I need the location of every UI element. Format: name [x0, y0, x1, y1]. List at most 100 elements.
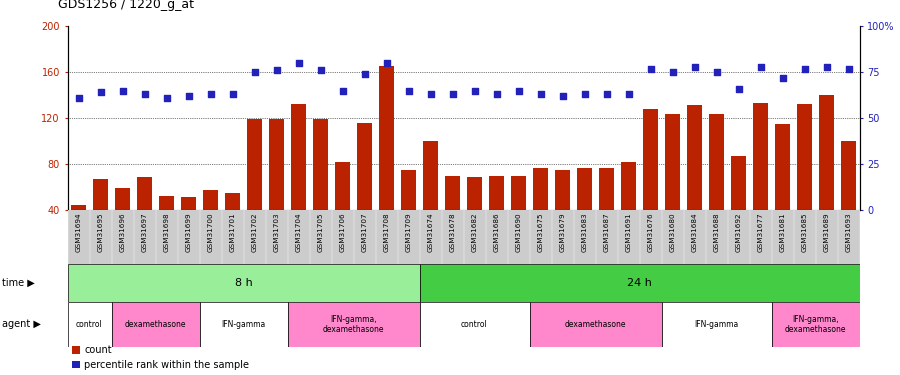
- Point: [644, 66, 658, 72]
- Bar: [489, 176, 504, 210]
- Bar: [335, 162, 350, 210]
- Text: 24 h: 24 h: [627, 278, 652, 288]
- Bar: [68, 264, 419, 302]
- Text: IFN-gamma,
dexamethasone: IFN-gamma, dexamethasone: [785, 315, 846, 334]
- Point: [490, 91, 504, 97]
- Text: GSM31694: GSM31694: [76, 213, 82, 252]
- Text: time ▶: time ▶: [2, 278, 34, 288]
- Point: [775, 75, 789, 81]
- Text: dexamethasone: dexamethasone: [125, 320, 186, 329]
- Text: GSM31685: GSM31685: [802, 213, 807, 252]
- Bar: [577, 168, 592, 210]
- Bar: [93, 179, 108, 210]
- Text: GSM31687: GSM31687: [604, 213, 609, 252]
- Text: GSM31683: GSM31683: [581, 213, 588, 252]
- Bar: [287, 302, 419, 347]
- Point: [379, 60, 393, 66]
- Text: agent ▶: agent ▶: [2, 320, 40, 329]
- Bar: [731, 156, 746, 210]
- Point: [401, 88, 416, 94]
- Point: [819, 64, 833, 70]
- Point: [753, 64, 768, 70]
- Bar: [819, 95, 834, 210]
- Point: [599, 91, 614, 97]
- Point: [357, 71, 372, 77]
- Bar: [643, 109, 658, 210]
- Bar: [269, 119, 284, 210]
- Point: [71, 95, 86, 101]
- Text: GSM31700: GSM31700: [208, 213, 213, 252]
- Bar: [356, 123, 373, 210]
- Bar: [665, 114, 680, 210]
- Text: GSM31675: GSM31675: [537, 213, 544, 252]
- Point: [797, 66, 812, 72]
- Text: IFN-gamma,
dexamethasone: IFN-gamma, dexamethasone: [323, 315, 384, 334]
- Bar: [554, 170, 571, 210]
- Text: GSM31693: GSM31693: [845, 213, 851, 252]
- Point: [732, 86, 746, 92]
- Bar: [841, 141, 856, 210]
- Text: GSM31708: GSM31708: [383, 213, 390, 252]
- Bar: [796, 104, 812, 210]
- Bar: [598, 168, 614, 210]
- Point: [709, 69, 724, 75]
- Text: control: control: [76, 320, 103, 329]
- Text: control: control: [461, 320, 488, 329]
- Bar: [752, 103, 769, 210]
- Bar: [115, 188, 130, 210]
- Text: GSM31697: GSM31697: [141, 213, 148, 252]
- Point: [292, 60, 306, 66]
- Bar: [71, 206, 86, 210]
- Point: [446, 91, 460, 97]
- Point: [467, 88, 482, 94]
- Text: GSM31681: GSM31681: [779, 213, 786, 252]
- Bar: [687, 105, 702, 210]
- Point: [181, 93, 195, 99]
- Text: GSM31682: GSM31682: [472, 213, 478, 252]
- Text: GSM31706: GSM31706: [339, 213, 346, 252]
- Point: [621, 91, 635, 97]
- Bar: [68, 302, 112, 347]
- Text: GSM31707: GSM31707: [362, 213, 367, 252]
- Text: GSM31698: GSM31698: [164, 213, 169, 252]
- Text: GSM31691: GSM31691: [626, 213, 632, 252]
- Point: [225, 91, 239, 97]
- Bar: [771, 302, 859, 347]
- Bar: [112, 302, 200, 347]
- Bar: [225, 193, 240, 210]
- Bar: [137, 177, 152, 210]
- Text: GSM31677: GSM31677: [758, 213, 763, 252]
- Text: IFN-gamma: IFN-gamma: [221, 320, 266, 329]
- Legend: count, percentile rank within the sample: count, percentile rank within the sample: [72, 345, 249, 370]
- Bar: [400, 170, 416, 210]
- Point: [115, 88, 130, 94]
- Text: dexamethasone: dexamethasone: [565, 320, 626, 329]
- Text: GSM31678: GSM31678: [449, 213, 455, 252]
- Text: GSM31702: GSM31702: [251, 213, 257, 252]
- Bar: [445, 176, 460, 210]
- Point: [336, 88, 350, 94]
- Point: [555, 93, 570, 99]
- Point: [313, 68, 328, 74]
- Text: GDS1256 / 1220_g_at: GDS1256 / 1220_g_at: [58, 0, 194, 11]
- Bar: [181, 197, 196, 210]
- Point: [842, 66, 856, 72]
- Text: GSM31709: GSM31709: [406, 213, 411, 252]
- Bar: [423, 141, 438, 210]
- Text: GSM31680: GSM31680: [670, 213, 676, 252]
- Text: GSM31690: GSM31690: [516, 213, 521, 252]
- Text: GSM31699: GSM31699: [185, 213, 192, 252]
- Point: [577, 91, 591, 97]
- Text: IFN-gamma: IFN-gamma: [695, 320, 739, 329]
- Bar: [202, 190, 218, 210]
- Text: GSM31692: GSM31692: [735, 213, 742, 252]
- Bar: [533, 168, 548, 210]
- Bar: [291, 104, 306, 210]
- Point: [423, 91, 437, 97]
- Point: [94, 89, 108, 95]
- Text: GSM31674: GSM31674: [428, 213, 434, 252]
- Text: GSM31696: GSM31696: [120, 213, 125, 252]
- Bar: [419, 264, 860, 302]
- Bar: [419, 302, 529, 347]
- Text: GSM31679: GSM31679: [560, 213, 565, 252]
